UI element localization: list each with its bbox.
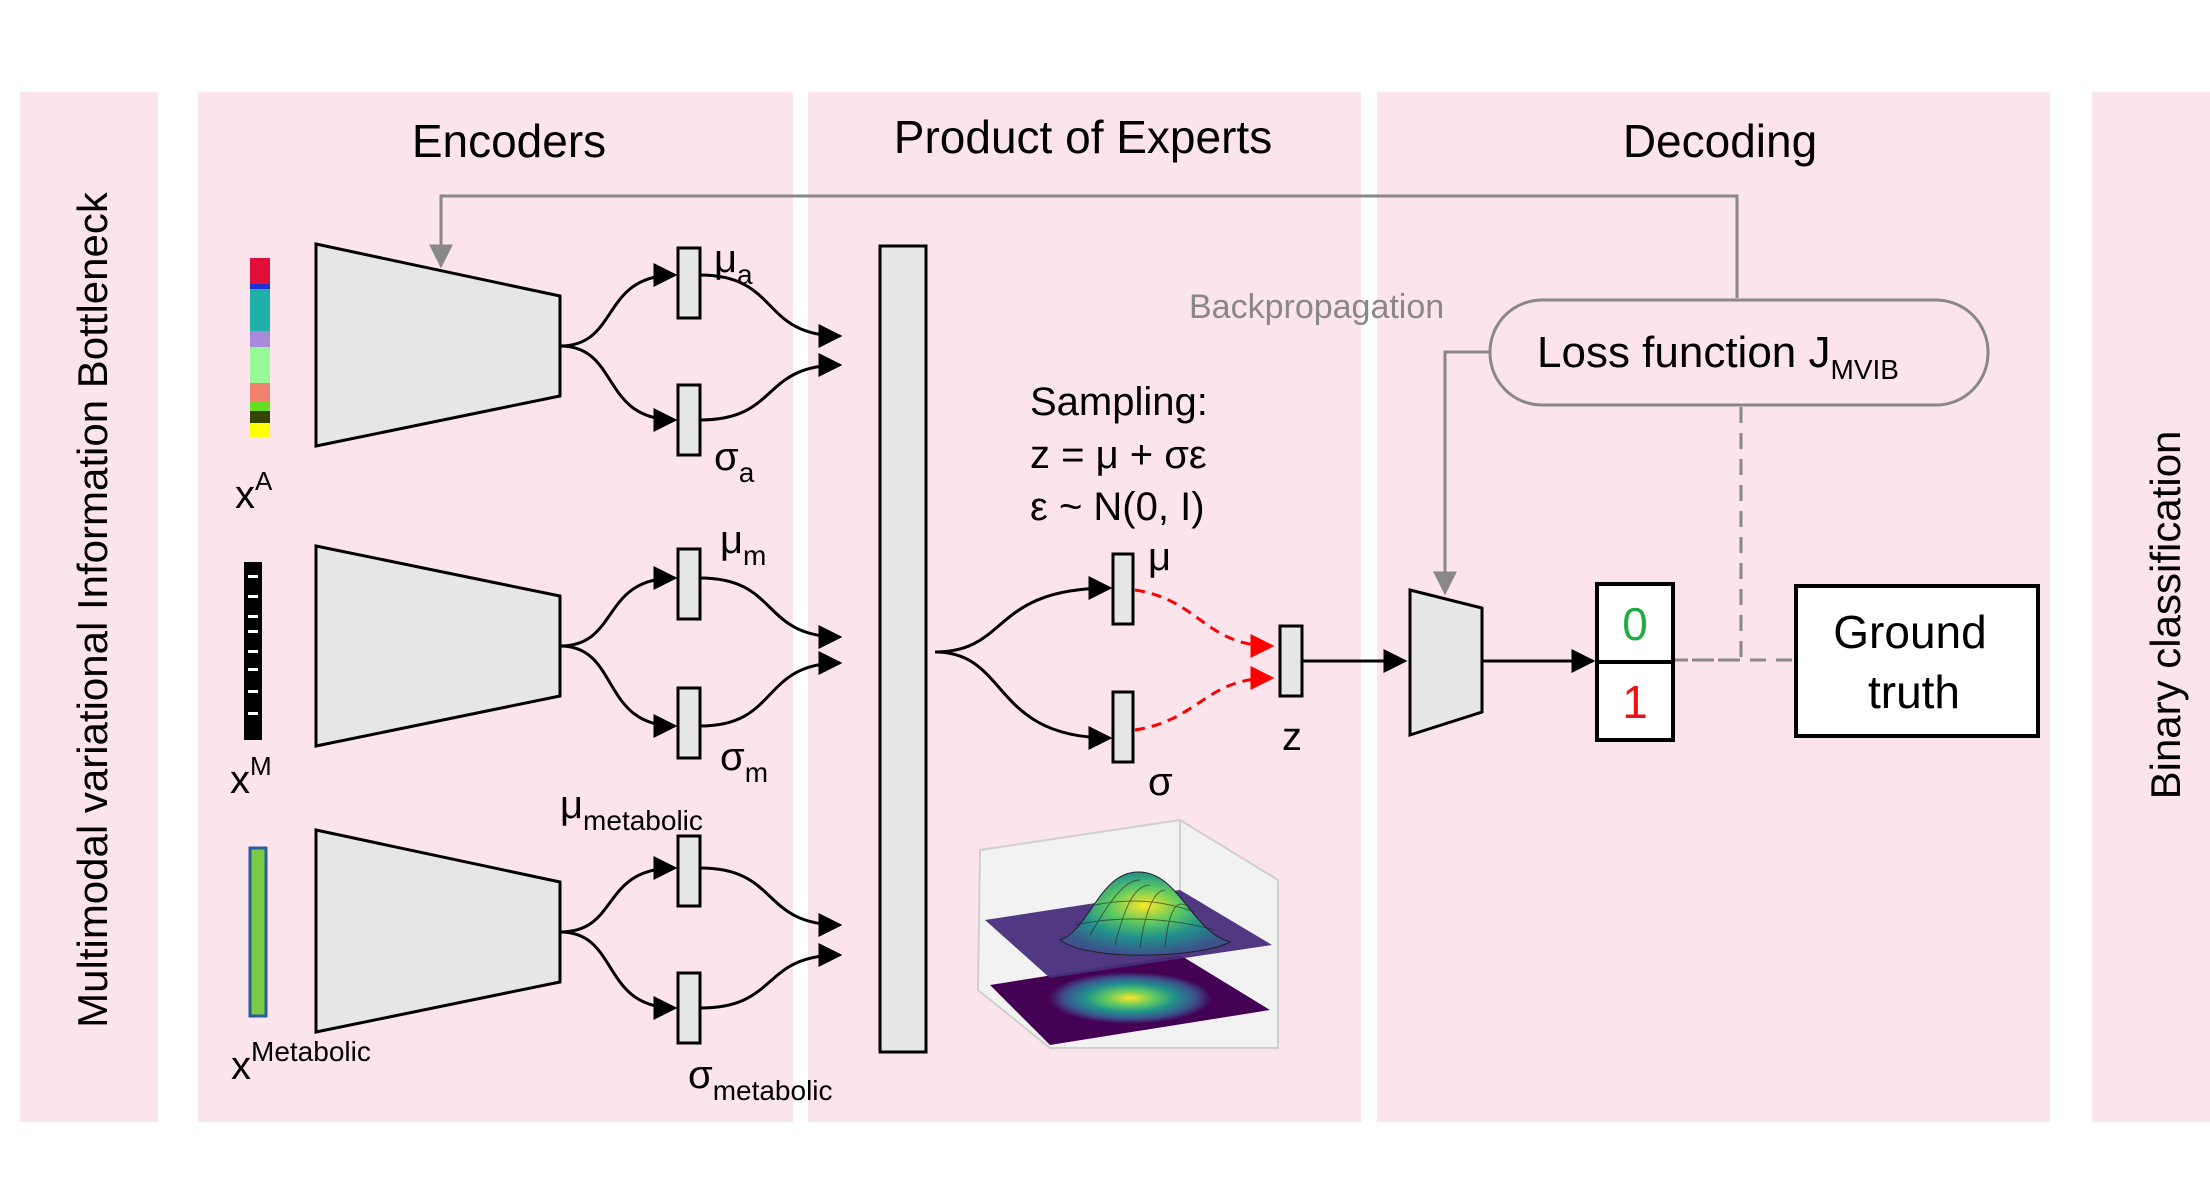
z-label: z (1282, 715, 1302, 759)
input-m-barcode (244, 562, 262, 740)
input-metabolic-bar (248, 846, 268, 1018)
mu-metabolic-box (676, 834, 702, 908)
sigma-box (1111, 690, 1135, 764)
latent-boxes (676, 246, 702, 1045)
class-zero-label: 0 (1622, 598, 1648, 650)
right-side-label: Binary classification (2142, 431, 2189, 800)
input-a-label: xA (235, 466, 273, 517)
poe-branches (934, 576, 1113, 750)
left-side-label: Multimodal variational Information Bottl… (69, 191, 116, 1028)
panel-left-label (20, 92, 158, 1122)
decoder (1408, 588, 1484, 738)
sampling-arrows (1134, 588, 1275, 732)
encoders-title: Encoders (412, 115, 606, 167)
sigma-m-box (676, 686, 702, 760)
panel-right-label (2092, 92, 2210, 1122)
mu-a-label: μa (714, 237, 753, 290)
ground-truth-line-1: Ground (1833, 606, 1986, 658)
gaussian-illustration (976, 818, 1279, 1049)
encoder-metabolic (314, 828, 562, 1034)
ground-truth-box (1794, 584, 2040, 738)
sampling-line-2: z = μ + σε (1030, 433, 1207, 477)
sigma-metabolic-label: σmetabolic (688, 1053, 833, 1106)
mu-box (1111, 552, 1135, 626)
sigma-a-box (676, 383, 702, 457)
sigma-m-label: σm (720, 735, 768, 788)
loss-function-label: Loss function JMVIB (1537, 328, 1899, 385)
poe-title: Product of Experts (894, 111, 1272, 163)
sigma-metabolic-box (676, 971, 702, 1045)
backprop-path (429, 194, 1796, 662)
encoder-branches (559, 263, 843, 1020)
mu-m-box (676, 547, 702, 621)
sampling-line-3: ε ~ N(0, I) (1030, 485, 1205, 529)
input-metabolic-label: xMetabolic (231, 1036, 371, 1088)
loss-function-box (1488, 298, 1990, 407)
input-a-bar (250, 258, 270, 437)
ground-truth-line-2: truth (1868, 666, 1960, 718)
encoder-m (314, 544, 562, 748)
mu-label: μ (1148, 535, 1171, 579)
mu-metabolic-label: μmetabolic (560, 783, 703, 836)
sampling-line-1: Sampling: (1030, 380, 1208, 424)
sigma-label: σ (1148, 760, 1173, 804)
mu-m-label: μm (720, 518, 766, 571)
poe-bar (878, 244, 928, 1054)
sigma-a-label: σa (714, 435, 755, 488)
z-box (1278, 624, 1304, 698)
decoding-title: Decoding (1623, 115, 1817, 167)
mu-a-box (676, 246, 702, 320)
output-classes (1595, 582, 1675, 742)
encoder-a (314, 242, 562, 448)
input-m-label: xM (230, 751, 272, 802)
backprop-label: Backpropagation (1189, 288, 1444, 326)
class-one-label: 1 (1622, 676, 1648, 728)
